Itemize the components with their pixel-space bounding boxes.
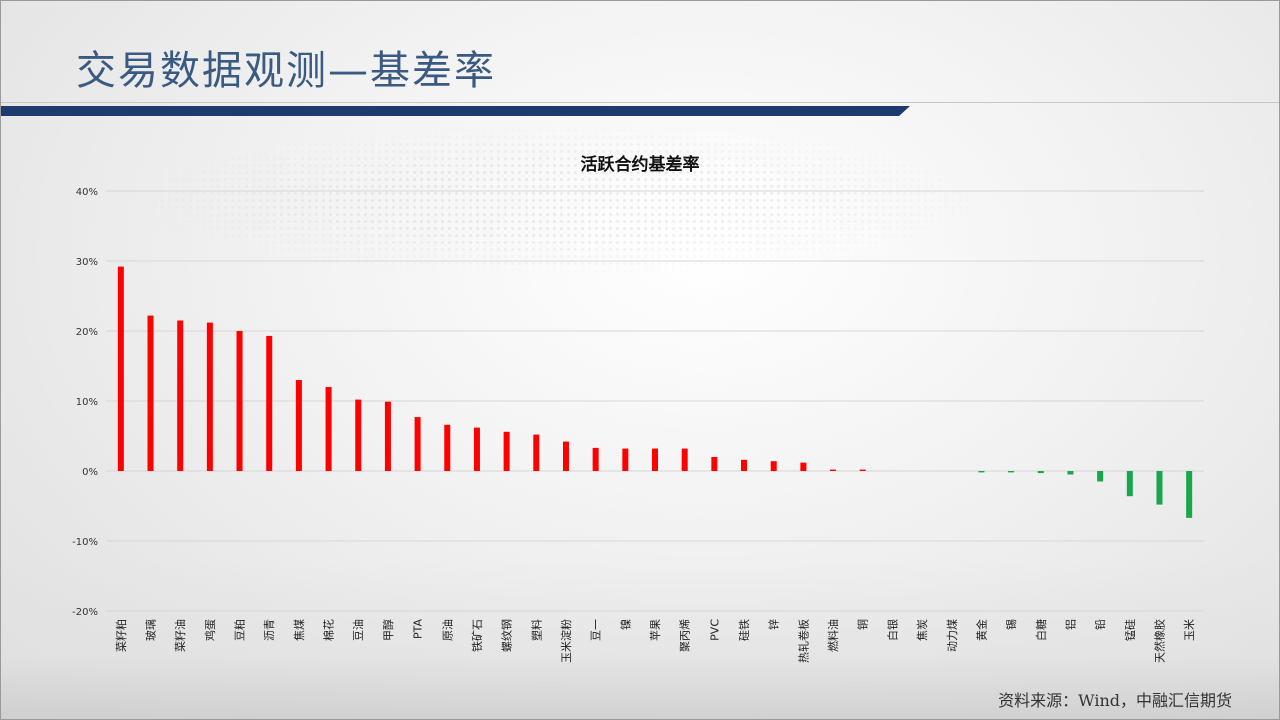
x-tick-label: 黄金: [974, 619, 988, 641]
x-tick-label: 燃料油: [826, 619, 840, 652]
x-tick-label: 甲醇: [381, 619, 395, 641]
x-tick-label: 玉米淀粉: [559, 619, 573, 663]
bar: [236, 331, 243, 471]
x-tick-label: 菜籽粕: [114, 619, 128, 652]
bar: [1067, 471, 1074, 475]
x-tick-label: 白糖: [1034, 619, 1048, 641]
x-tick-label: 锡: [1004, 619, 1018, 630]
bar: [622, 448, 629, 471]
x-tick-label: 焦煤: [293, 619, 306, 641]
bar: [1186, 471, 1193, 518]
bar: [741, 459, 748, 471]
x-tick-label: 沥青: [263, 619, 276, 641]
x-tick-label: 豆粕: [233, 619, 247, 641]
x-tick-label: 铁矿石: [471, 619, 484, 652]
x-tick-label: 铜: [856, 619, 870, 630]
bar: [1097, 471, 1104, 482]
x-tick-label: 豆油: [351, 619, 365, 641]
bar: [473, 427, 480, 471]
x-tick-label: 棉花: [322, 619, 336, 641]
x-tick-label: 热轧卷板: [796, 619, 810, 663]
x-tick-label: PTA: [412, 619, 425, 639]
bar: [711, 457, 718, 471]
x-tick-label: 铅: [1093, 619, 1107, 630]
x-tick-label: 锰硅: [1123, 619, 1137, 641]
background-city-skyline: [0, 560, 1280, 720]
header-accent-bar: [0, 106, 910, 116]
bar: [859, 469, 866, 471]
bar: [117, 266, 124, 471]
x-tick-label: 焦炭: [916, 619, 929, 641]
bar: [1037, 471, 1044, 474]
x-tick-label: 螺纹钢: [500, 619, 514, 652]
bar: [652, 448, 658, 471]
source-note: 资料来源：Wind，中融汇信期货: [998, 691, 1232, 710]
x-tick-label: 苹果: [648, 619, 662, 641]
bar: [681, 448, 688, 471]
x-tick-label: 菜籽油: [173, 619, 187, 652]
y-tick-label: 20%: [76, 327, 98, 338]
background-world-map: [110, 120, 1010, 280]
y-tick-label: 0%: [82, 467, 98, 478]
x-tick-label: 塑料: [529, 619, 543, 641]
slide-title: 交易数据观测—基差率: [76, 48, 496, 94]
header-divider: [0, 102, 1280, 103]
bar: [177, 320, 184, 471]
bar: [592, 447, 599, 471]
x-tick-label: 天然橡胶: [1152, 619, 1166, 663]
bar: [800, 462, 807, 471]
y-tick-label: 40%: [76, 187, 98, 198]
y-tick-label: -10%: [72, 537, 98, 548]
bar: [147, 315, 154, 471]
bar: [770, 461, 777, 471]
bar: [562, 441, 569, 471]
bar: [978, 471, 985, 473]
x-tick-label: 玉米: [1183, 619, 1196, 641]
x-tick-label: 玻璃: [144, 619, 158, 641]
bar: [830, 469, 837, 471]
y-tick-label: -20%: [72, 607, 98, 618]
x-tick-label: 原油: [440, 619, 454, 641]
x-tick-label: 豆一: [590, 619, 603, 641]
x-tick-label: 白银: [885, 619, 899, 641]
x-tick-label: 铝: [1063, 619, 1077, 630]
x-tick-label: 鸡蛋: [203, 619, 217, 641]
bar: [1156, 471, 1163, 505]
bar: [325, 387, 332, 471]
x-tick-label: 聚丙烯: [679, 619, 692, 652]
chart-title: 活跃合约基差率: [580, 155, 700, 175]
bar: [384, 401, 391, 471]
x-tick-label: 动力煤: [946, 619, 959, 652]
x-tick-label: 硅铁: [738, 619, 751, 641]
bar: [295, 380, 302, 471]
x-tick-label: 镍: [618, 619, 632, 630]
bar: [414, 417, 421, 471]
bar: [266, 335, 273, 471]
bar: [444, 424, 451, 471]
bar: [355, 399, 362, 471]
bar: [533, 434, 540, 471]
bar: [1008, 471, 1015, 473]
bar: [503, 431, 510, 471]
x-tick-label: 锌: [767, 619, 781, 630]
bar: [1126, 471, 1133, 497]
bar: [206, 322, 213, 471]
y-tick-label: 10%: [76, 397, 98, 408]
y-tick-label: 30%: [76, 257, 98, 268]
x-tick-label: PVC: [708, 619, 721, 641]
